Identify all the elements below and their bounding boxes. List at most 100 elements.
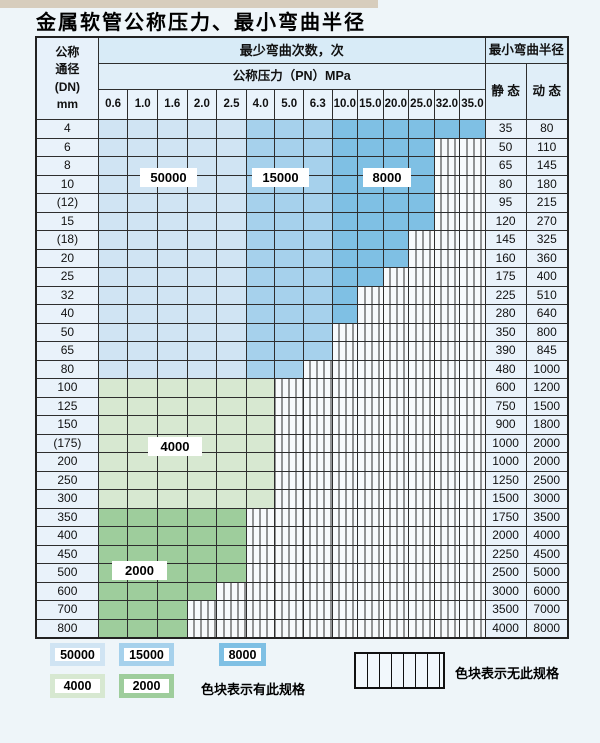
dn-label: 350 — [35, 507, 99, 527]
no-spec-cell — [357, 433, 384, 453]
no-spec-cell — [331, 415, 359, 435]
static-radius-value: 2000 — [484, 526, 527, 546]
spec-cell — [302, 248, 333, 268]
spec-cell — [157, 378, 188, 398]
spec-cell — [97, 248, 129, 268]
no-spec-cell — [331, 526, 359, 546]
table-row-dn-6: 6 50 110 — [35, 137, 569, 157]
no-spec-cell — [382, 452, 410, 472]
dynamic-radius-value: 360 — [525, 248, 569, 268]
spec-cell — [186, 563, 218, 583]
spec-cell — [97, 507, 129, 527]
spec-cell — [274, 304, 304, 324]
dynamic-radius-value: 3500 — [525, 507, 569, 527]
no-spec-cell — [408, 285, 435, 305]
spec-cell — [302, 285, 333, 305]
no-spec-cell — [331, 563, 359, 583]
spec-cell — [459, 119, 486, 139]
no-spec-cell — [331, 600, 359, 620]
no-spec-cell — [331, 359, 359, 379]
table-row-dn-25: 25 175 400 — [35, 267, 569, 287]
static-radius-value: 80 — [484, 174, 527, 194]
no-spec-cell — [408, 489, 435, 509]
table-row-dn-300: 300 1500 3000 — [35, 489, 569, 509]
spec-cell — [186, 267, 218, 287]
spec-cell — [245, 267, 276, 287]
spec-cell — [408, 193, 435, 213]
pressure-col-header-1.0: 1.0 — [127, 89, 158, 120]
spec-cell — [186, 581, 218, 601]
no-spec-cell — [331, 341, 359, 361]
no-spec-cell — [274, 452, 304, 472]
spec-cell — [186, 341, 218, 361]
dn-label: (18) — [35, 230, 99, 250]
dynamic-radius-value: 1200 — [525, 378, 569, 398]
spec-cell — [97, 489, 129, 509]
no-spec-cell — [459, 156, 486, 176]
static-radius-value: 65 — [484, 156, 527, 176]
no-spec-cell — [382, 563, 410, 583]
table-row-dn-125: 125 750 1500 — [35, 396, 569, 416]
dn-label: 700 — [35, 600, 99, 620]
no-spec-cell — [459, 304, 486, 324]
dn-label: 50 — [35, 322, 99, 342]
spec-cell — [186, 322, 218, 342]
spec-cell — [274, 359, 304, 379]
spec-cell — [357, 267, 384, 287]
no-spec-cell — [331, 470, 359, 490]
dynamic-radius-value: 4500 — [525, 544, 569, 564]
dynamic-radius-value: 2500 — [525, 470, 569, 490]
dynamic-radius-value: 845 — [525, 341, 569, 361]
no-spec-cell — [382, 359, 410, 379]
no-spec-cell — [331, 489, 359, 509]
spec-cell — [302, 193, 333, 213]
no-spec-cell — [274, 396, 304, 416]
no-spec-cell — [302, 581, 333, 601]
spec-cell — [274, 341, 304, 361]
pressure-col-header-2.5: 2.5 — [216, 89, 247, 120]
spec-cell — [157, 304, 188, 324]
spec-cell — [357, 230, 384, 250]
no-spec-cell — [302, 470, 333, 490]
spec-cell — [216, 526, 247, 546]
dynamic-radius-value: 7000 — [525, 600, 569, 620]
table-row-dn-200: 200 1000 2000 — [35, 452, 569, 472]
spec-cell — [216, 230, 247, 250]
spec-cell — [186, 470, 218, 490]
dn-label: 20 — [35, 248, 99, 268]
spec-cell — [216, 341, 247, 361]
spec-cell — [357, 193, 384, 213]
no-spec-cell — [382, 285, 410, 305]
spec-cell — [245, 193, 276, 213]
dn-label: 32 — [35, 285, 99, 305]
spec-cell — [127, 452, 158, 472]
no-spec-cell — [274, 470, 304, 490]
no-spec-cell — [433, 526, 461, 546]
legend-no-spec-swatch — [354, 652, 445, 689]
spec-cell — [127, 526, 158, 546]
spec-cell — [331, 137, 359, 157]
spec-cell — [186, 415, 218, 435]
no-spec-cell — [459, 433, 486, 453]
spec-cell — [157, 618, 188, 639]
static-radius-value: 750 — [484, 396, 527, 416]
spec-cell — [245, 119, 276, 139]
spec-cell — [97, 322, 129, 342]
region-label-2000: 2000 — [112, 561, 167, 580]
dynamic-radius-value: 5000 — [525, 563, 569, 583]
no-spec-cell — [408, 322, 435, 342]
table-row-dn-250: 250 1250 2500 — [35, 470, 569, 490]
spec-cell — [216, 304, 247, 324]
no-spec-cell — [459, 452, 486, 472]
no-spec-cell — [331, 378, 359, 398]
no-spec-cell — [382, 267, 410, 287]
spec-cell — [245, 452, 276, 472]
no-spec-cell — [408, 433, 435, 453]
spec-cell — [245, 433, 276, 453]
no-spec-cell — [408, 618, 435, 639]
spec-cell — [433, 119, 461, 139]
no-spec-cell — [382, 433, 410, 453]
no-spec-cell — [459, 563, 486, 583]
no-spec-cell — [408, 581, 435, 601]
spec-cell — [216, 563, 247, 583]
